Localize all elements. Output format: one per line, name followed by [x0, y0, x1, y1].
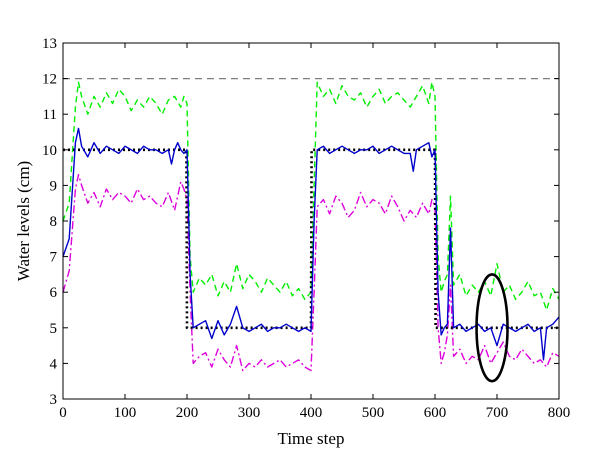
y-tick-label: 7 — [50, 250, 58, 266]
y-tick-label: 4 — [50, 356, 58, 372]
x-tick-label: 300 — [238, 405, 261, 421]
x-tick-label: 700 — [486, 405, 509, 421]
x-tick-label: 0 — [59, 405, 67, 421]
axes-layer: 0 100 200 300 400 500 600 700 800 3 4 5 6 7 8 9 10 11 12 13 — [42, 36, 570, 421]
series-line-solid — [62, 127, 560, 361]
y-tick-label: 10 — [42, 143, 57, 159]
x-axis-title: Time step — [278, 429, 345, 448]
y-tick-label: 8 — [50, 214, 58, 230]
x-tick-label: 800 — [548, 405, 571, 421]
y-tick-label: 9 — [50, 178, 58, 194]
x-tick-label: 600 — [424, 405, 447, 421]
x-tick-label: 100 — [114, 405, 137, 421]
series-line-dashdot — [62, 174, 560, 372]
x-tick-label: 400 — [300, 405, 323, 421]
series-line-dashed — [62, 81, 560, 311]
y-tick-label: 12 — [42, 72, 57, 88]
x-tick-label: 200 — [176, 405, 199, 421]
y-tick-label: 11 — [43, 107, 57, 123]
series-line-dotted — [63, 148, 559, 330]
y-tick-label: 5 — [50, 321, 58, 337]
y-tick-label: 13 — [42, 36, 57, 52]
series-layer — [62, 77, 560, 383]
y-tick-label: 6 — [50, 285, 58, 301]
x-tick-label: 500 — [362, 405, 385, 421]
y-axis-title: Water levels (cm) — [14, 161, 33, 281]
annotation-ellipse — [475, 273, 509, 383]
y-tick-label: 3 — [50, 392, 58, 408]
